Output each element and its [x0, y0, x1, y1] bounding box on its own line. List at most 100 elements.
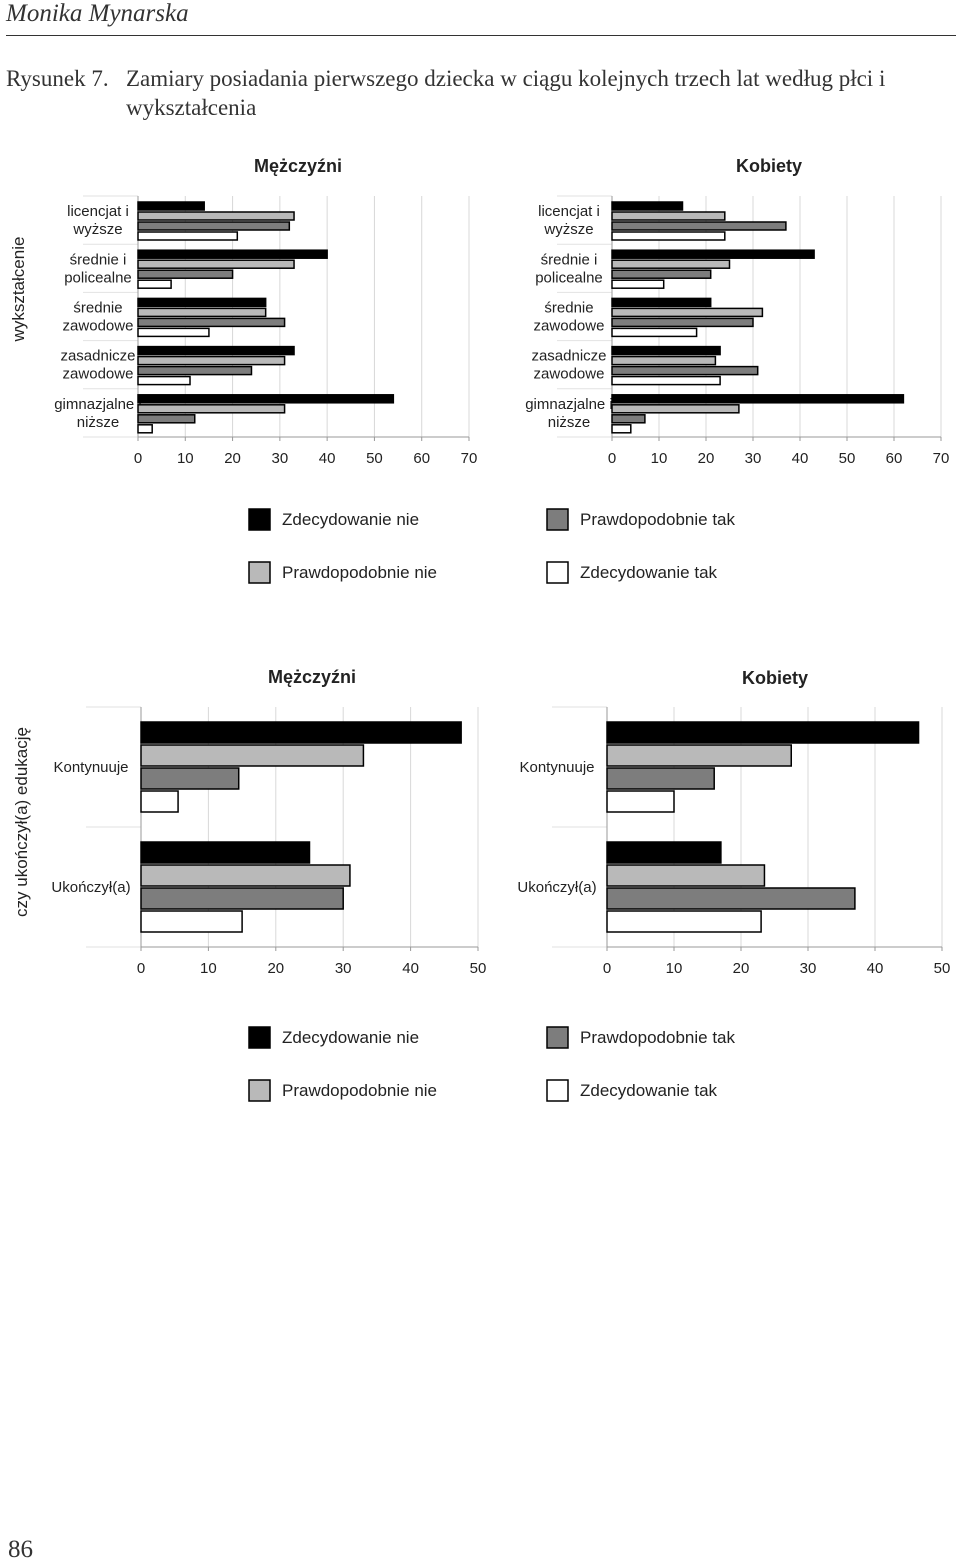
x-tick-label: 40: [792, 450, 809, 467]
bar-prawdopodobnie-nie-kontynuuje: [606, 744, 792, 767]
chart-title: Mężczyźni: [254, 156, 342, 176]
bar-zdecydowanie-nie-srednie-zawodowe: [611, 297, 712, 308]
category-label-gimnazjalne-i-nizsze: gimnazjalne i niższe: [525, 396, 613, 431]
category-label-line: Ukończył(a): [517, 879, 596, 896]
category-label-line: średnie i: [541, 251, 598, 268]
category-label-zasadnicze-zawodowe: zasadnicze zawodowe: [60, 348, 135, 383]
category-label-line: zawodowe: [534, 366, 605, 383]
x-tick-label: 60: [886, 450, 903, 467]
category-label-line: licencjat i: [538, 203, 600, 220]
bar-zdecydowanie-tak-ukonczyl-a: [140, 910, 243, 933]
bar-prawdopodobnie-tak-licencjat-i-wyzsze: [611, 221, 787, 231]
bar-prawdopodobnie-nie-zasadnicze-zawodowe: [611, 355, 717, 366]
bar-zdecydowanie-nie-zasadnicze-zawodowe: [611, 345, 721, 356]
category-label-line: Kontynuuje: [519, 759, 594, 776]
bar-prawdopodobnie-nie-srednie-i-policealne: [137, 259, 295, 269]
category-label-line: zawodowe: [534, 318, 605, 335]
bar-zdecydowanie-tak-gimnazjalne-i-nizsze: [611, 424, 632, 434]
bar-zdecydowanie-tak-kontynuuje: [606, 790, 675, 813]
bar-prawdopodobnie-tak-zasadnicze-zawodowe: [137, 365, 253, 376]
legend-swatch-zdecydowanie-tak: [546, 1079, 569, 1102]
category-label-line: gimnazjalne i: [54, 396, 142, 413]
bar-zdecydowanie-tak-zasadnicze-zawodowe: [611, 375, 721, 386]
bar-prawdopodobnie-tak-ukonczyl-a: [606, 887, 856, 910]
bar-prawdopodobnie-nie-gimnazjalne-i-nizsze: [137, 404, 286, 414]
x-tick-label: 50: [366, 450, 383, 467]
bar-zdecydowanie-tak-srednie-i-policealne: [137, 279, 172, 289]
category-label-line: Kontynuuje: [53, 759, 128, 776]
x-tick-label: 70: [933, 450, 950, 467]
category-label-ukonczyl-a: Ukończył(a): [51, 879, 130, 896]
bar-zdecydowanie-nie-ukonczyl-a: [140, 841, 311, 864]
bar-zdecydowanie-nie-gimnazjalne-i-nizsze: [137, 394, 395, 404]
x-tick-label: 40: [319, 450, 336, 467]
bar-zdecydowanie-tak-gimnazjalne-i-nizsze: [137, 424, 153, 434]
bar-zdecydowanie-nie-srednie-zawodowe: [137, 297, 267, 308]
legend-label-zdecydowanie-tak: Zdecydowanie tak: [580, 1081, 718, 1100]
bar-prawdopodobnie-nie-zasadnicze-zawodowe: [137, 355, 286, 366]
legend-swatch-zdecydowanie-nie: [248, 1026, 271, 1049]
x-tick-label: 30: [272, 450, 289, 467]
category-label-line: licencjat i: [67, 203, 129, 220]
x-tick-label: 10: [200, 960, 217, 977]
bar-zdecydowanie-tak-kontynuuje: [140, 790, 179, 813]
x-tick-label: 60: [413, 450, 430, 467]
bar-zdecydowanie-nie-licencjat-i-wyzsze: [137, 201, 205, 211]
category-label-line: zasadnicze: [531, 348, 606, 365]
bar-zdecydowanie-nie-gimnazjalne-i-nizsze: [611, 394, 905, 404]
figure-number: Rysunek 7.: [6, 66, 109, 91]
legend-swatch-prawdopodobnie-nie: [248, 1079, 271, 1102]
legend-label-zdecydowanie-tak: Zdecydowanie tak: [580, 563, 718, 582]
bar-zdecydowanie-nie-kontynuuje: [140, 721, 462, 744]
bar-zdecydowanie-nie-zasadnicze-zawodowe: [137, 345, 295, 356]
category-label-line: policealne: [535, 269, 603, 286]
bar-prawdopodobnie-tak-kontynuuje: [140, 767, 240, 790]
bar-prawdopodobnie-tak-kontynuuje: [606, 767, 715, 790]
legend-label-prawdopodobnie-tak: Prawdopodobnie tak: [580, 1028, 736, 1047]
running-header: Monika Mynarska: [6, 0, 189, 27]
category-label-line: średnie i: [70, 251, 127, 268]
legend-swatch-zdecydowanie-tak: [546, 561, 569, 584]
x-tick-label: 0: [134, 450, 142, 467]
chart-title: Kobiety: [736, 156, 802, 176]
category-label-line: niższe: [548, 414, 591, 431]
category-label-srednie-i-policealne: średnie i policealne: [64, 251, 132, 286]
category-label-kontynuuje: Kontynuuje: [519, 759, 594, 776]
bar-prawdopodobnie-nie-srednie-zawodowe: [137, 307, 267, 318]
category-label-line: gimnazjalne i: [525, 396, 613, 413]
x-tick-label: 20: [267, 960, 284, 977]
bar-zdecydowanie-tak-srednie-zawodowe: [611, 327, 698, 338]
bar-prawdopodobnie-tak-zasadnicze-zawodowe: [611, 365, 759, 376]
y-axis-label: czy ukończył(a) edukację: [12, 727, 31, 917]
y-axis-label: wykształcenie: [9, 237, 28, 343]
legend-label-zdecydowanie-nie: Zdecydowanie nie: [282, 1028, 419, 1047]
category-label-line: zasadnicze: [60, 348, 135, 365]
x-tick-label: 30: [800, 960, 817, 977]
category-label-line: zawodowe: [63, 366, 134, 383]
category-label-srednie-zawodowe: średnie zawodowe: [63, 300, 134, 335]
bar-prawdopodobnie-tak-gimnazjalne-i-nizsze: [137, 414, 196, 424]
legend-swatch-zdecydowanie-nie: [248, 508, 271, 531]
x-tick-label: 10: [177, 450, 194, 467]
bar-prawdopodobnie-tak-licencjat-i-wyzsze: [137, 221, 291, 231]
bar-prawdopodobnie-tak-ukonczyl-a: [140, 887, 344, 910]
category-label-line: średnie: [73, 300, 122, 317]
bar-zdecydowanie-nie-srednie-i-policealne: [611, 249, 815, 259]
bar-prawdopodobnie-tak-srednie-i-policealne: [137, 269, 234, 279]
bar-prawdopodobnie-nie-gimnazjalne-i-nizsze: [611, 404, 740, 414]
bar-prawdopodobnie-nie-licencjat-i-wyzsze: [611, 211, 726, 221]
category-label-ukonczyl-a: Ukończył(a): [517, 879, 596, 896]
category-label-srednie-i-policealne: średnie i policealne: [535, 251, 603, 286]
category-label-licencjat-i-wyzsze: licencjat i wyższe: [538, 203, 600, 238]
x-tick-label: 20: [698, 450, 715, 467]
x-tick-label: 30: [335, 960, 352, 977]
legend-label-prawdopodobnie-nie: Prawdopodobnie nie: [282, 1081, 437, 1100]
x-tick-label: 20: [733, 960, 750, 977]
header-rule: [6, 35, 956, 36]
bar-zdecydowanie-nie-kontynuuje: [606, 721, 920, 744]
chart-title: Kobiety: [742, 668, 808, 688]
bar-prawdopodobnie-nie-srednie-i-policealne: [611, 259, 731, 269]
category-label-line: zawodowe: [63, 318, 134, 335]
legend-swatch-prawdopodobnie-nie: [248, 561, 271, 584]
legend-swatch-prawdopodobnie-tak: [546, 508, 569, 531]
